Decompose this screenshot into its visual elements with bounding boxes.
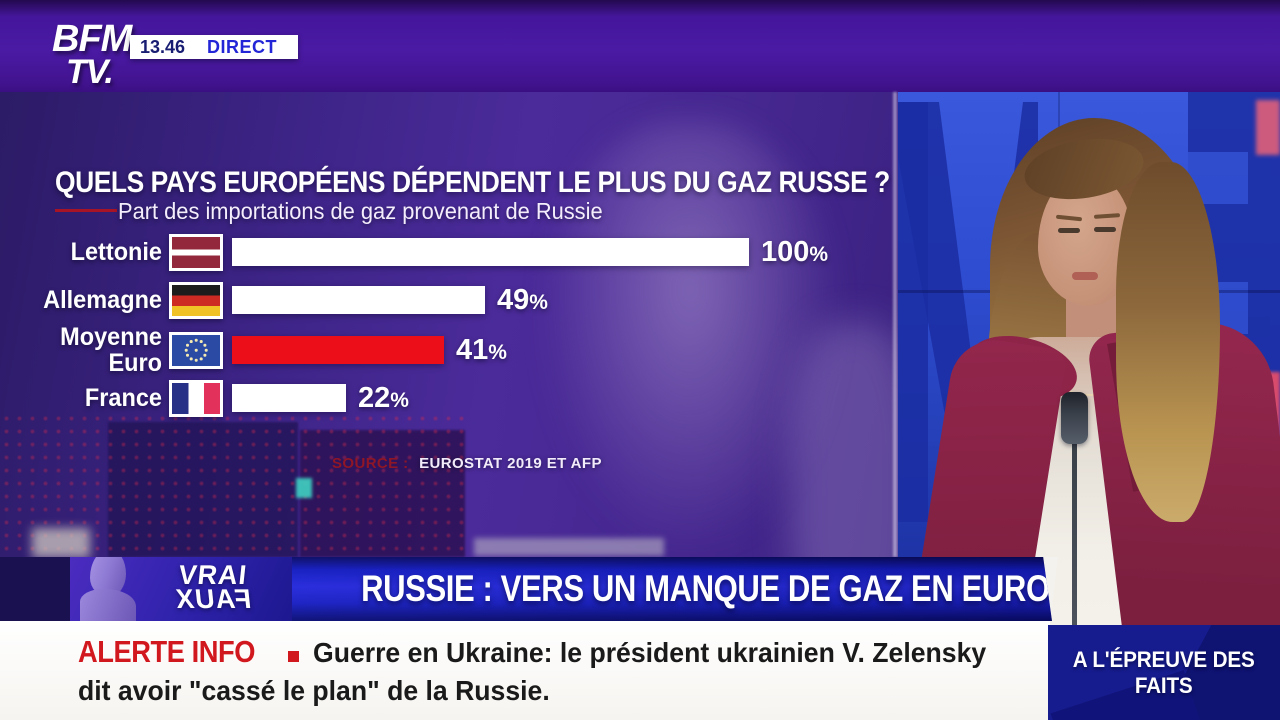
bar-row-lettonie: Lettonie 100% xyxy=(0,228,860,276)
background-dark-block xyxy=(108,422,298,557)
microphone-stand xyxy=(1072,442,1077,720)
bar-label: Moyenne Euro xyxy=(60,323,162,377)
france-flag-icon xyxy=(169,379,223,417)
germany-flag-icon xyxy=(169,281,223,319)
guest-hair-side xyxy=(1116,162,1220,522)
guest-eyebrow xyxy=(1055,214,1083,222)
studio-video-feed xyxy=(898,92,1280,720)
statue-bust xyxy=(80,589,136,621)
bfm-logo-line1: BFM xyxy=(52,18,132,60)
bar-label: France xyxy=(84,384,162,412)
top-bar: BFM TV. 13.46 DIRECT xyxy=(0,0,1280,92)
bar-track: 100% xyxy=(232,236,828,269)
bar-row-moyenne-euro: Moyenne Euro 41% xyxy=(0,323,860,377)
studio-screen-block xyxy=(1256,100,1280,155)
live-direct-label: DIRECT xyxy=(207,36,278,57)
bar-row-france: France 22% xyxy=(0,374,860,422)
banner-headline: RUSSIE : VERS UN MANQUE DE GAZ EN EUROPE… xyxy=(361,568,1118,609)
headline-banner: VRAI FAUX RUSSIE : VERS UN MANQUE DE GAZ… xyxy=(70,557,1052,621)
program-corner-box: A L'ÉPREUVE DES FAITS xyxy=(1048,625,1280,720)
bar-value: 49% xyxy=(497,283,548,316)
bar-value: 41% xyxy=(456,333,507,366)
background-dark-block xyxy=(300,430,465,557)
vrai-faux-logo-block: VRAI FAUX xyxy=(70,557,292,621)
background-gray-bar xyxy=(474,538,664,556)
corner-box-line1: A L'ÉPREUVE DES xyxy=(1073,646,1255,672)
eu-flag-icon xyxy=(169,331,223,369)
bar-fill xyxy=(232,238,749,266)
guest-eye xyxy=(1094,227,1116,232)
microphone-icon xyxy=(1061,392,1088,444)
blurred-background-blob xyxy=(790,322,898,557)
bar-track: 41% xyxy=(232,334,507,367)
program-logo-text: VRAI FAUX xyxy=(140,560,286,614)
marianne-statue-icon xyxy=(76,557,138,621)
bar-track: 22% xyxy=(232,382,409,415)
latvia-flag-icon xyxy=(169,233,223,271)
corner-box-line2: FAITS xyxy=(1135,672,1193,698)
source-label: SOURCE : xyxy=(332,455,409,472)
program-logo-faux: FAUX xyxy=(173,584,253,614)
blurred-statue-background xyxy=(545,122,835,542)
guest-lips xyxy=(1072,272,1098,280)
background-gray-blob xyxy=(32,528,90,557)
time-direct-badge: 13.46 DIRECT xyxy=(130,35,298,59)
source-text: EUROSTAT 2019 ET AFP xyxy=(419,455,602,472)
bar-fill xyxy=(232,384,346,412)
alert-info-label: ALERTE INFO xyxy=(78,634,256,669)
guest-eye xyxy=(1058,228,1080,233)
bar-track: 49% xyxy=(232,284,548,317)
chart-subtitle: Part des importations de gaz provenant d… xyxy=(118,198,603,224)
bar-row-allemagne: Allemagne 49% xyxy=(0,276,860,324)
panel-divider xyxy=(893,92,897,557)
bar-label: Lettonie xyxy=(70,238,162,266)
bfm-logo-line2: TV. xyxy=(66,52,114,91)
bar-value: 100% xyxy=(761,235,829,268)
ticker-line-2: dit avoir "cassé le plan" de la Russie. xyxy=(78,675,550,706)
bar-fill xyxy=(232,286,485,314)
chart-title: QUELS PAYS EUROPÉENS DÉPENDENT LE PLUS D… xyxy=(55,166,890,199)
news-ticker: ALERTE INFO Guerre en Ukraine: le présid… xyxy=(0,621,1050,720)
guest-eyebrow xyxy=(1093,213,1121,219)
bar-fill-highlighted xyxy=(232,336,444,364)
bar-label: Allemagne xyxy=(43,286,162,314)
subtitle-red-dash xyxy=(55,209,117,212)
clock-time: 13.46 xyxy=(140,36,186,57)
bar-value: 22% xyxy=(358,381,409,414)
alert-bullet-icon xyxy=(288,651,299,662)
bfm-tv-logo: BFM TV. xyxy=(52,18,132,91)
background-teal-blob xyxy=(296,478,312,498)
chart-source: SOURCE : EUROSTAT 2019 ET AFP xyxy=(332,455,602,472)
infographic-panel: QUELS PAYS EUROPÉENS DÉPENDENT LE PLUS D… xyxy=(0,92,898,557)
ticker-line-1: Guerre en Ukraine: le président ukrainie… xyxy=(313,637,987,668)
